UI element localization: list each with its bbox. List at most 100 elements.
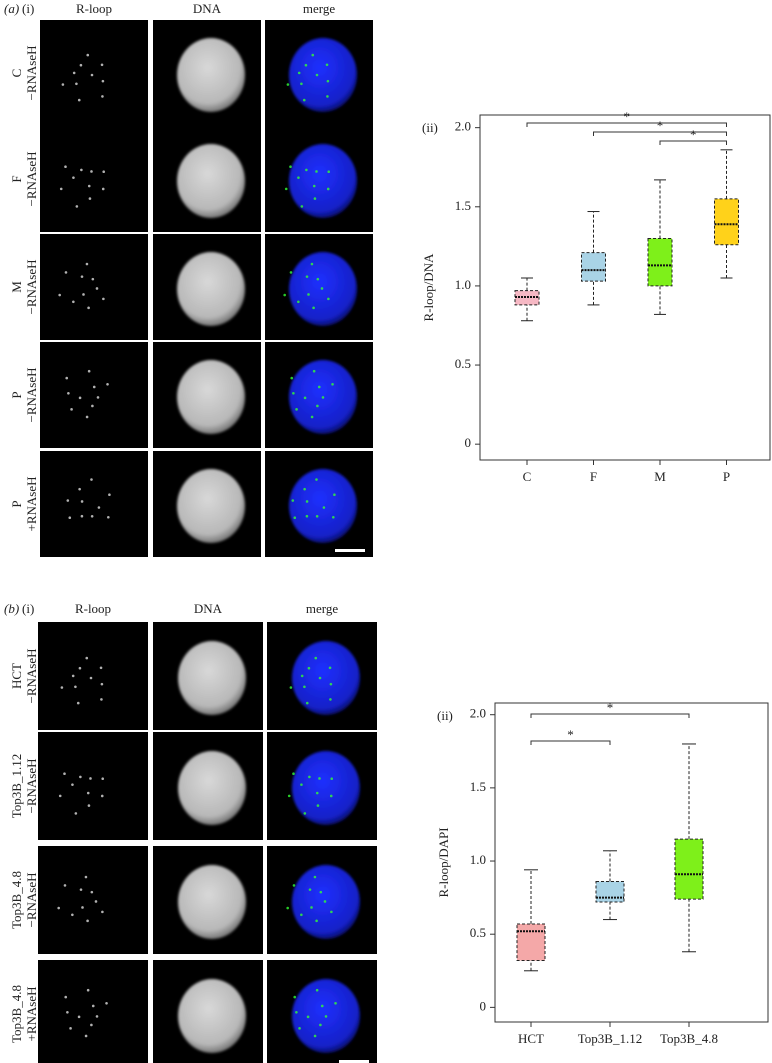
foci [316,404,319,408]
foci [90,1023,93,1027]
foci [60,686,64,689]
row-label: Top3B_4.8−RNAseH [9,871,39,929]
foci [90,170,93,173]
row-label: Top3B_4.8+RNAseH [9,985,39,1043]
foci [87,306,90,310]
row-label-line: −RNAseH [24,759,39,814]
foci [297,71,301,75]
foci [76,701,80,705]
significance-bracket [530,713,690,718]
panel-label: (b) [4,601,19,616]
foci [95,1015,99,1018]
foci [71,674,75,678]
foci [310,415,314,419]
foci [66,1010,69,1014]
foci [316,277,320,281]
foci [90,73,94,77]
row-label-line: M [9,281,24,293]
row-label: Top3B_1.12−RNAseH [9,754,39,818]
foci [332,515,335,519]
chart-part: (ii) [437,708,453,723]
foci [313,875,317,879]
significance-label: * [657,118,664,133]
foci [305,701,309,705]
box [595,881,625,903]
foci [75,82,78,86]
foci [106,383,109,386]
foci [303,487,306,491]
foci [315,170,318,173]
foci [77,98,81,102]
foci [71,783,74,786]
foci [101,187,105,191]
foci [318,777,321,780]
significance-bracket [526,122,727,127]
box [674,838,704,900]
foci [105,1002,108,1005]
foci [316,804,320,807]
foci [102,170,106,174]
foci [85,415,89,419]
foci [329,682,333,686]
micrograph [40,126,148,232]
nucleus [178,979,246,1053]
foci [63,884,67,887]
y-tick-label: 0 [480,998,487,1013]
foci [314,656,318,660]
foci [101,777,105,781]
row-label-line: Top3B_4.8 [9,985,24,1043]
column-header: merge [303,1,335,16]
foci [91,1004,95,1008]
micrograph [40,451,148,557]
foci [310,262,314,266]
row-label: P+RNAseH [9,477,39,532]
y-tick-label: 0.5 [470,925,486,940]
row-label: P−RNAseH [9,368,39,423]
column-header: DNA [194,601,223,616]
nucleus [289,469,357,543]
foci [300,674,304,678]
column-header: R-loop [75,601,111,616]
foci [330,910,333,914]
row-label-line: F [9,175,24,182]
foci [87,184,91,188]
micrograph [38,846,148,954]
foci [312,184,316,188]
foci [86,53,90,57]
foci [333,493,336,497]
foci [304,63,308,67]
foci [108,493,111,497]
foci [326,95,329,98]
row-label-line: +RNAseH [24,987,39,1042]
foci [91,277,95,281]
foci [85,656,89,660]
foci [85,262,89,266]
column-header: merge [306,601,338,616]
foci [97,506,101,509]
panel-part: (i) [22,1,34,16]
foci [64,995,68,999]
row-label: HCT−RNAseH [9,649,39,704]
foci [313,197,317,200]
foci [310,906,313,909]
y-tick-label: 2.0 [470,706,486,721]
foci [289,165,292,169]
foci [283,293,286,297]
foci [87,369,91,373]
foci [306,1015,310,1019]
nucleus [178,641,246,715]
foci [289,271,293,274]
foci [297,300,300,304]
foci [300,82,303,86]
nucleus [178,865,246,939]
x-tick-label: M [654,469,666,484]
foci [303,812,307,815]
scale-bar [339,1060,369,1063]
foci [284,187,288,191]
foci [329,698,332,701]
foci [330,777,334,781]
significance-bracket [659,140,727,145]
foci [57,906,60,910]
foci [315,478,318,481]
